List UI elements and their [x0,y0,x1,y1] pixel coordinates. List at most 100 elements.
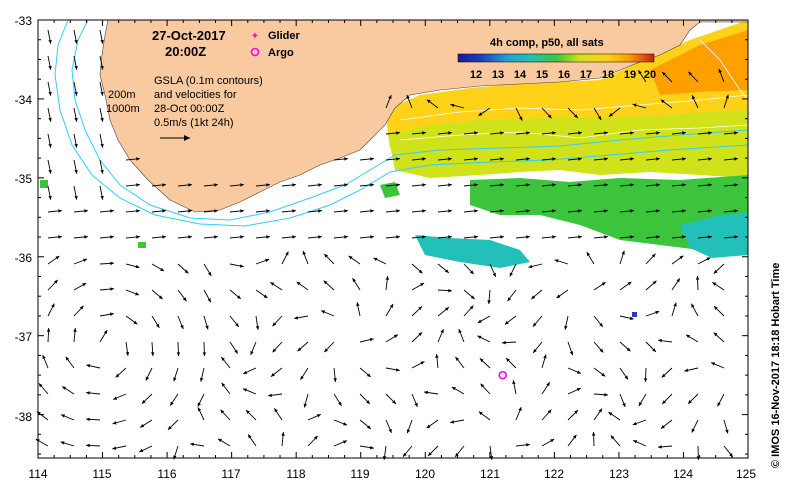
velocity-arrow [713,305,725,317]
velocity-arrow [541,209,556,213]
date-label: 27-Oct-2017 [152,28,226,43]
velocity-arrow [385,276,389,291]
glider-icon: ✦ [251,31,259,42]
velocity-arrow [713,263,725,274]
velocity-arrow [333,157,348,161]
velocity-arrow [359,209,374,213]
lon-tick-label: 125 [736,467,756,481]
velocity-arrow [697,257,711,265]
velocity-arrow [477,335,491,343]
sst-small-patch-1 [40,180,48,188]
velocity-arrow [385,367,400,372]
velocity-arrow [245,409,257,421]
velocity-arrow [73,107,78,122]
velocity-arrow [637,70,647,83]
velocity-arrow [73,81,78,96]
velocity-arrow [541,354,547,369]
velocity-arrow [411,393,418,408]
colorbar-tick: 12 [470,69,482,81]
velocity-arrow [125,289,140,296]
velocity-arrow [359,235,374,239]
argo-float-circle[interactable] [498,370,508,380]
velocity-arrow [619,367,629,380]
argo-legend-icon [250,47,260,57]
velocity-arrow [712,281,725,291]
velocity-arrow [47,255,60,265]
velocity-arrow [426,419,439,429]
velocity-arrow [541,107,552,119]
velocity-arrow [385,94,392,109]
velocity-arrow [645,157,660,161]
velocity-arrow [411,209,426,213]
lat-axis: -33 -34 -35 -36 -37 -38 [15,14,33,424]
velocity-arrow [255,315,260,330]
velocity-arrow [139,445,153,453]
velocity-arrow [333,209,348,213]
velocity-arrow [424,390,439,395]
velocity-arrow [411,305,423,317]
velocity-arrow [541,438,555,447]
velocity-arrow [437,306,450,317]
gsla-line-3: 28-Oct 00:00Z [154,103,225,115]
velocity-arrow [197,393,205,407]
sst-cyan-blobs [415,235,530,268]
velocity-arrow [173,367,179,382]
sst-cyan-east [680,212,748,258]
velocity-arrow [411,361,425,369]
velocity-arrow [333,235,348,239]
velocity-arrow [99,55,104,70]
velocity-arrow [302,250,309,265]
velocity-arrow [489,157,504,161]
velocity-arrow [718,68,725,83]
velocity-arrow [255,258,270,265]
velocity-arrow [281,209,296,213]
velocity-arrow [671,209,686,213]
velocity-arrow [229,289,242,300]
velocity-arrow [270,281,283,291]
velocity-arrow [515,183,530,187]
velocity-arrow [717,393,725,407]
velocity-arrow [73,282,87,291]
velocity-arrow [203,315,209,330]
sst-field [40,20,748,317]
gsla-contours [399,39,749,141]
velocity-arrow [658,338,673,343]
argo-float-marker[interactable] [498,370,508,380]
velocity-arrow [229,235,244,239]
sst-small-patch-3 [632,312,637,317]
velocity-arrow [86,391,101,395]
glider-legend-label: Glider [268,30,301,42]
velocity-arrow [229,315,240,328]
velocity-arrow [671,157,686,161]
velocity-arrow [255,289,268,299]
velocity-arrow [593,131,608,135]
velocity-arrow [509,263,517,277]
velocity-arrow [47,209,62,213]
velocity-arrow [567,107,579,119]
velocity-arrow [47,29,52,44]
velocity-arrow [619,341,631,352]
velocity-arrow [73,29,78,44]
velocity-arrow [593,235,608,239]
colorbar-tick: 20 [644,69,656,81]
velocity-arrow [385,334,399,343]
velocity-arrow [356,302,361,317]
velocity-arrow [47,303,55,317]
contour-200m [71,19,749,221]
velocity-arrow [593,341,604,353]
velocity-arrow [60,414,75,421]
velocity-arrow [567,409,579,421]
velocity-arrow [688,71,699,83]
lat-tick-label: -36 [15,251,33,265]
velocity-arrow [512,380,517,395]
velocity-arrow [99,287,114,291]
velocity-arrow [333,419,348,426]
velocity-arrow [643,367,648,383]
velocity-arrow [515,107,523,121]
velocity-arrow [203,209,218,213]
velocity-arrow [567,341,574,356]
velocity-arrow [47,279,59,291]
velocity-arrow [638,393,647,407]
imos-credit: © IMOS 16-Nov-2017 18:18 Hobart Time [770,263,782,468]
